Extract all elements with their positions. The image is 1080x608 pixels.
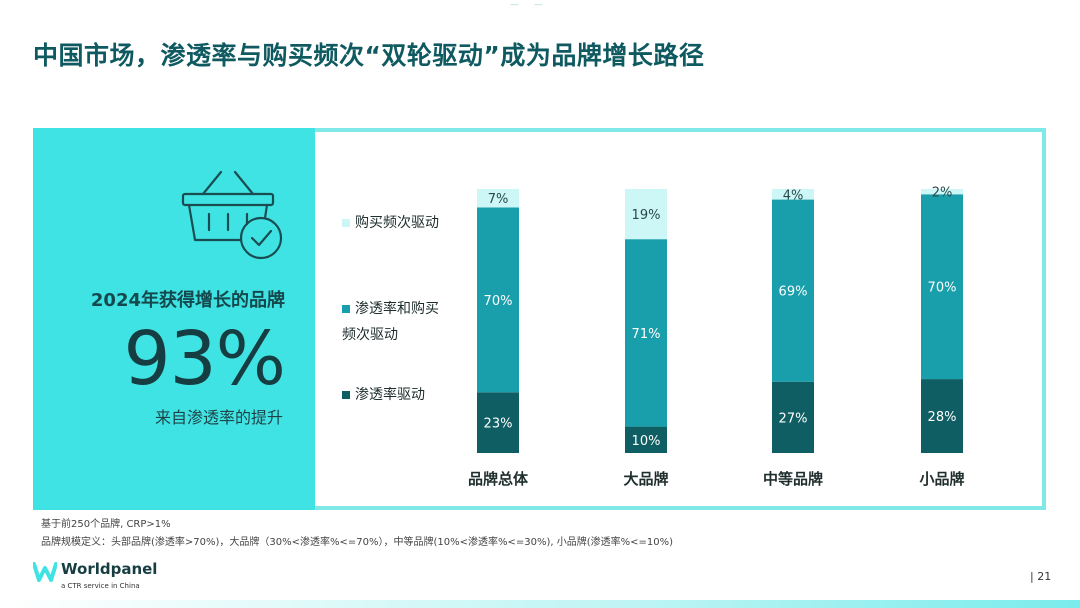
growth-brands-label: 2024年获得增长的品牌 — [90, 290, 285, 311]
top-decoration: — — — [510, 0, 549, 10]
bar-penetration-1 — [477, 392, 519, 453]
data-label-frequency-2: 19% — [632, 208, 661, 223]
data-label-frequency-1: 7% — [488, 192, 509, 207]
legend-swatch-both — [342, 305, 350, 313]
category-label-2: 大品牌 — [623, 470, 668, 488]
legend-swatch-frequency — [342, 219, 350, 227]
legend-label-penetration: 渗透率驱动 — [355, 387, 425, 403]
data-label-both-1: 70% — [484, 294, 513, 309]
bottom-decoration — [0, 600, 1080, 608]
legend-label-frequency: 购买频次驱动 — [355, 215, 439, 231]
bar-frequency-4 — [921, 189, 963, 195]
brand-logo: Worldpanel a CTR service in China — [32, 560, 157, 590]
category-label-3: 中等品牌 — [763, 470, 823, 488]
footnote-definition: 品牌规模定义：头部品牌(渗透率>70%)，大品牌（30%<渗透率%<=70%），… — [41, 537, 674, 548]
page-number: | 21 — [1030, 570, 1052, 583]
bar-both-3 — [772, 199, 814, 382]
brand-tagline: a CTR service in China — [61, 582, 140, 590]
data-label-frequency-4: 2% — [932, 186, 953, 201]
legend-item-frequency: 购买频次驱动 — [342, 210, 439, 236]
data-label-penetration-4: 28% — [928, 410, 957, 425]
legend-label-both-line2: 频次驱动 — [342, 327, 398, 343]
brand-name: Worldpanel — [61, 560, 158, 578]
legend-item-penetration: 渗透率驱动 — [342, 382, 425, 408]
bar-frequency-2 — [625, 189, 667, 240]
growth-percentage: 93% — [123, 316, 286, 402]
data-label-both-2: 71% — [632, 327, 661, 342]
page-title: 中国市场，渗透率与购买频次“双轮驱动”成为品牌增长路径 — [33, 41, 705, 70]
bar-frequency-1 — [477, 189, 519, 208]
bar-penetration-3 — [772, 381, 814, 453]
legend-label-both-line1: 渗透率和购买 — [355, 301, 439, 317]
bar-frequency-3 — [772, 189, 814, 200]
data-label-penetration-1: 23% — [484, 417, 513, 432]
data-label-both-4: 70% — [928, 281, 957, 296]
data-label-both-3: 69% — [779, 285, 808, 300]
footnote-sample: 基于前250个品牌, CRP>1% — [41, 519, 171, 530]
highlight-panel: 2024年获得增长的品牌 93% 来自渗透率的提升 — [33, 128, 315, 510]
growth-source-caption: 来自渗透率的提升 — [154, 408, 283, 427]
worldpanel-logo-icon — [32, 562, 58, 582]
bar-penetration-4 — [921, 379, 963, 453]
bar-both-2 — [625, 239, 667, 427]
data-label-penetration-3: 27% — [779, 411, 808, 426]
data-label-frequency-3: 4% — [783, 188, 804, 203]
bar-both-1 — [477, 207, 519, 393]
legend-item-both: 渗透率和购买 频次驱动 — [342, 296, 439, 348]
category-label-4: 小品牌 — [919, 470, 964, 488]
data-label-penetration-2: 10% — [632, 434, 661, 449]
bar-both-4 — [921, 194, 963, 380]
legend-swatch-penetration — [342, 391, 350, 399]
basket-check-icon — [181, 170, 283, 260]
stacked-bar-chart: 23% 70% 7% 品牌总体 10% 71% 19% 大品牌 27% 69% 4% 中等品牌 28% 7… — [468, 186, 965, 488]
bar-penetration-2 — [625, 426, 667, 453]
category-label-1: 品牌总体 — [468, 470, 529, 488]
